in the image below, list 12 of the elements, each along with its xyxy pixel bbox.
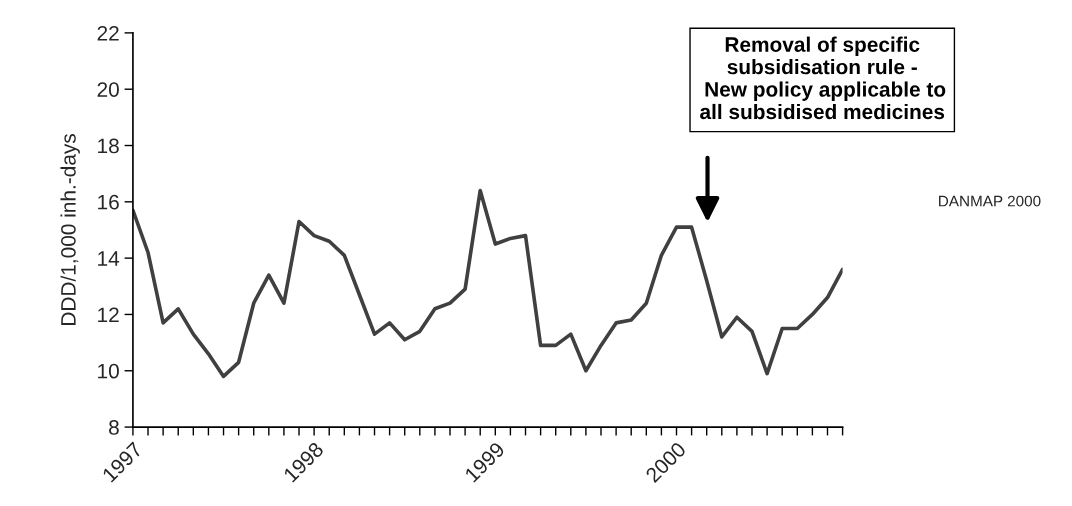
line-series bbox=[132, 188, 843, 379]
y-tick-label: 8 bbox=[109, 420, 119, 435]
y-tick-label: 16 bbox=[98, 194, 119, 210]
y-tick-label: 12 bbox=[98, 307, 119, 322]
y-axis-title: DDD/1,000 inh.-days bbox=[60, 134, 80, 325]
y-tick-label: 18 bbox=[98, 138, 119, 154]
y-tick-label: 22 bbox=[97, 25, 119, 41]
annotation: Removal of specific subsidisation rule - New policy applicable to all subsidised medicines bbox=[700, 36, 946, 120]
text: DANMAP 2000 bbox=[939, 195, 1041, 207]
y-tick-label: 20 bbox=[97, 82, 119, 97]
y-tick-label: 10 bbox=[98, 363, 119, 379]
y-tick-label: 14 bbox=[98, 251, 120, 266]
